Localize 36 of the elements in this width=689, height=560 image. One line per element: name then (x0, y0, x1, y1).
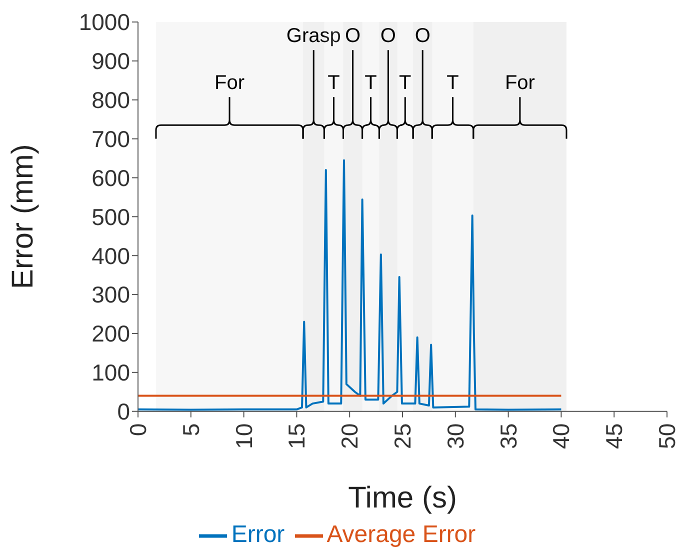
band-label: T (364, 72, 377, 94)
y-axis-title: Error (mm) (6, 144, 40, 290)
y-tick-label: 100 (92, 360, 130, 386)
band-label: O (414, 25, 430, 48)
y-tick-label: 800 (92, 87, 130, 114)
x-tick-label: 10 (230, 423, 257, 449)
band-label: O (380, 25, 396, 48)
x-axis-title: Time (s) (348, 481, 457, 514)
band-label: For (504, 72, 536, 94)
legend-label: Error (231, 521, 285, 548)
x-tick-label: 35 (495, 423, 522, 449)
x-tick-label: 0 (125, 423, 151, 436)
x-tick-label: 40 (548, 423, 574, 449)
x-tick-label: 30 (442, 423, 468, 449)
band-label: For (214, 72, 245, 94)
y-tick-label: 1000 (78, 9, 130, 36)
x-tick-label: 20 (336, 423, 363, 449)
band-label: T (399, 72, 412, 94)
line-series (138, 159, 562, 411)
y-tick-label: 300 (92, 282, 130, 308)
y-tick-label: 900 (92, 48, 130, 74)
y-tick-label: 700 (92, 126, 130, 152)
band-label: O (344, 25, 361, 48)
x-tick-label: 45 (601, 423, 628, 449)
x-tick-label: 25 (390, 423, 416, 449)
band-label: Grasp (286, 25, 341, 48)
legend-label: Average Error (326, 521, 476, 548)
x-tick-label: 15 (284, 423, 310, 449)
band-label: T (328, 72, 340, 94)
x-tick-label: 50 (654, 423, 680, 449)
x-tick-label: 5 (178, 423, 204, 436)
y-tick-label: 200 (92, 320, 130, 347)
y-tick-label: 500 (92, 204, 130, 230)
band-label: T (446, 72, 459, 94)
y-tick-label: 600 (92, 164, 130, 191)
y-tick-label: 400 (92, 242, 130, 269)
